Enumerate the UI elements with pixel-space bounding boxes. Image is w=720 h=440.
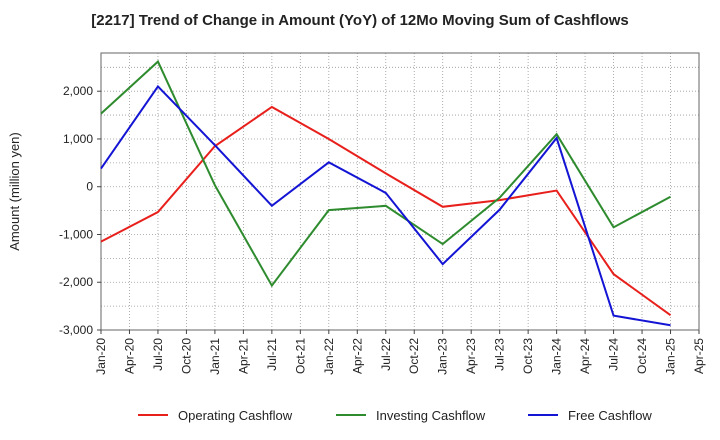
series-line-operating-cashflow — [100, 105, 672, 317]
x-tick-label: Apr-23 — [464, 338, 478, 374]
plot-area — [100, 52, 700, 331]
x-tick-label: Jul-22 — [379, 338, 393, 371]
x-tick-label: Jan-22 — [322, 338, 336, 375]
series-line-investing-cashflow — [100, 59, 671, 288]
x-tick-label: Oct-23 — [521, 338, 535, 374]
y-tick-label: 2,000 — [63, 84, 93, 98]
y-axis-title: Amount (million yen) — [7, 132, 22, 251]
series-line-free-cashflow — [100, 84, 671, 327]
y-tick-label: 0 — [86, 180, 93, 194]
x-tick-label: Apr-24 — [578, 338, 592, 374]
y-tick-label: -3,000 — [59, 323, 93, 337]
series-lines — [100, 59, 672, 327]
y-axis-ticks: -3,000 -2,000 -1,000 0 1,000 2,000 — [59, 84, 101, 337]
x-tick-label: Jan-23 — [436, 338, 450, 375]
x-tick-label: Apr-21 — [236, 338, 250, 374]
y-tick-label: 1,000 — [63, 132, 93, 146]
x-tick-label: Jul-23 — [493, 338, 507, 371]
x-tick-label: Oct-20 — [179, 338, 193, 374]
x-axis-ticks: Jan-20 Apr-20 Jul-20 Oct-20 Jan-21 Apr-21 Jul-… — [94, 330, 706, 375]
x-tick-label: Jul-20 — [151, 338, 165, 371]
chart-title: [2217] Trend of Change in Amount (YoY) o… — [91, 12, 629, 29]
x-tick-label: Jan-24 — [550, 338, 564, 375]
x-tick-label: Apr-20 — [122, 338, 136, 374]
x-tick-label: Apr-25 — [692, 338, 706, 374]
x-tick-label: Oct-21 — [293, 338, 307, 374]
x-tick-label: Apr-22 — [350, 338, 364, 374]
y-tick-label: -2,000 — [59, 275, 93, 289]
x-tick-label: Jan-20 — [94, 338, 108, 375]
x-tick-label: Oct-24 — [635, 338, 649, 374]
legend-label-operating-cashflow: Operating Cashflow — [178, 408, 293, 423]
legend-label-free-cashflow: Free Cashflow — [568, 408, 652, 423]
grid-lines — [100, 53, 700, 331]
legend: Operating Cashflow Investing Cashflow Free… — [138, 408, 652, 423]
legend-label-investing-cashflow: Investing Cashflow — [376, 408, 486, 423]
x-tick-label: Jan-21 — [208, 338, 222, 375]
x-tick-label: Jul-21 — [265, 338, 279, 371]
y-tick-label: -1,000 — [59, 227, 93, 241]
x-tick-label: Jan-25 — [664, 338, 678, 375]
x-tick-label: Oct-22 — [407, 338, 421, 374]
x-tick-label: Jul-24 — [607, 338, 621, 371]
